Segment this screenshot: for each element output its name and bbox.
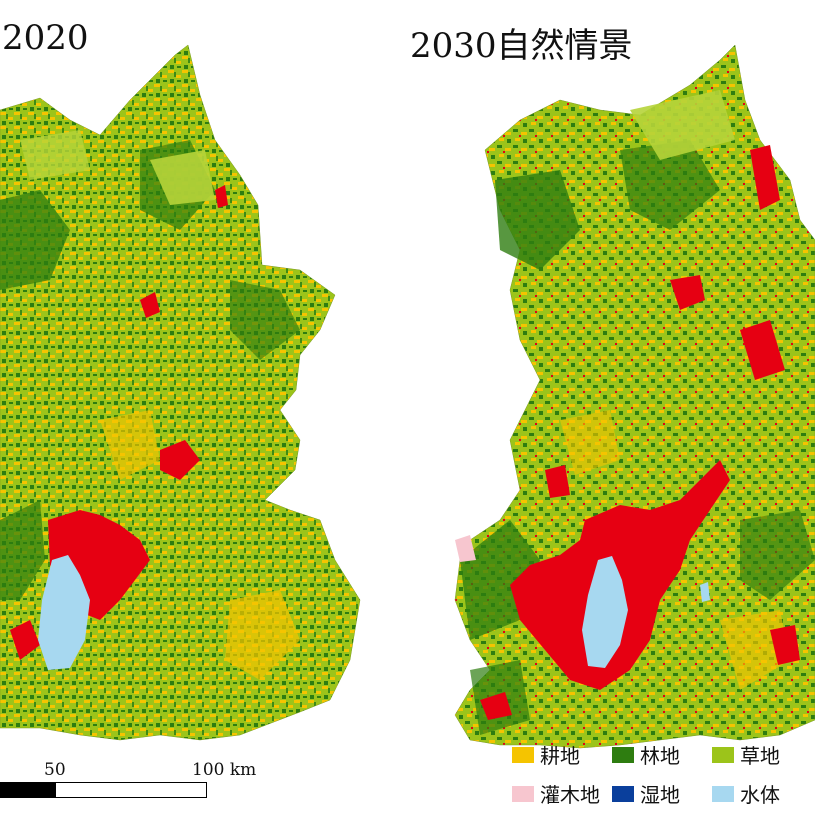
grass-patch <box>630 90 735 160</box>
cropland-patch <box>100 410 160 480</box>
legend-label: 林地 <box>640 744 680 768</box>
urban-spot <box>215 185 228 208</box>
legend-label: 湿地 <box>640 783 680 807</box>
forest-patch <box>0 500 45 600</box>
swatch-grassland <box>712 746 734 763</box>
urban-area-2030 <box>510 460 730 690</box>
scale-segment-white <box>55 782 207 798</box>
forest-patch <box>495 170 580 270</box>
urban-spot <box>10 620 40 660</box>
swatch-shrubland <box>512 785 534 802</box>
legend-item-shrubland: 灌木地 <box>512 779 612 808</box>
swatch-water <box>712 785 734 802</box>
grass-patch <box>20 130 90 180</box>
urban-spot <box>140 292 160 318</box>
shrub-patch <box>455 535 476 562</box>
legend-item-water: 水体 <box>712 779 812 808</box>
urban-spot <box>480 692 512 720</box>
forest-patch <box>620 140 720 230</box>
scale-label-50: 50 <box>44 760 66 780</box>
cropland-patch <box>225 590 300 680</box>
cropland-patch <box>560 410 620 475</box>
legend-item-grassland: 草地 <box>712 740 812 769</box>
lake-2030 <box>582 556 628 668</box>
legend-item-forest: 林地 <box>612 740 712 769</box>
forest-patch <box>230 280 300 360</box>
swatch-cropland <box>512 746 534 763</box>
grass-patch <box>150 150 215 205</box>
scale-segment-black <box>0 782 55 798</box>
legend-item-cropland: 耕地 <box>512 740 612 769</box>
map-2030 <box>454 44 815 749</box>
legend-item-wetland: 湿地 <box>612 779 712 808</box>
lake-small <box>700 582 710 602</box>
urban-spot <box>160 440 200 480</box>
lake-2020 <box>38 555 90 670</box>
legend-label: 草地 <box>740 744 780 768</box>
urban-spot <box>545 465 570 498</box>
map-title-2020: 2020 <box>2 18 89 58</box>
urban-spot <box>670 275 705 310</box>
legend-label: 灌木地 <box>540 783 600 807</box>
forest-patch <box>740 510 815 600</box>
swatch-forest <box>612 746 634 763</box>
legend: 耕地 林地 草地 灌木地 湿地 水体 <box>512 740 812 808</box>
urban-spot <box>750 145 780 210</box>
scale-bar: 50 100 km <box>0 760 260 810</box>
legend-label: 耕地 <box>540 744 580 768</box>
map-2020 <box>0 44 361 741</box>
scale-label-100: 100 km <box>192 760 257 780</box>
urban-spot <box>740 320 785 380</box>
swatch-wetland <box>612 785 634 802</box>
legend-label: 水体 <box>740 783 780 807</box>
map-title-2030: 2030自然情景 <box>410 26 633 66</box>
urban-spot <box>770 625 800 665</box>
forest-patch <box>0 190 70 290</box>
